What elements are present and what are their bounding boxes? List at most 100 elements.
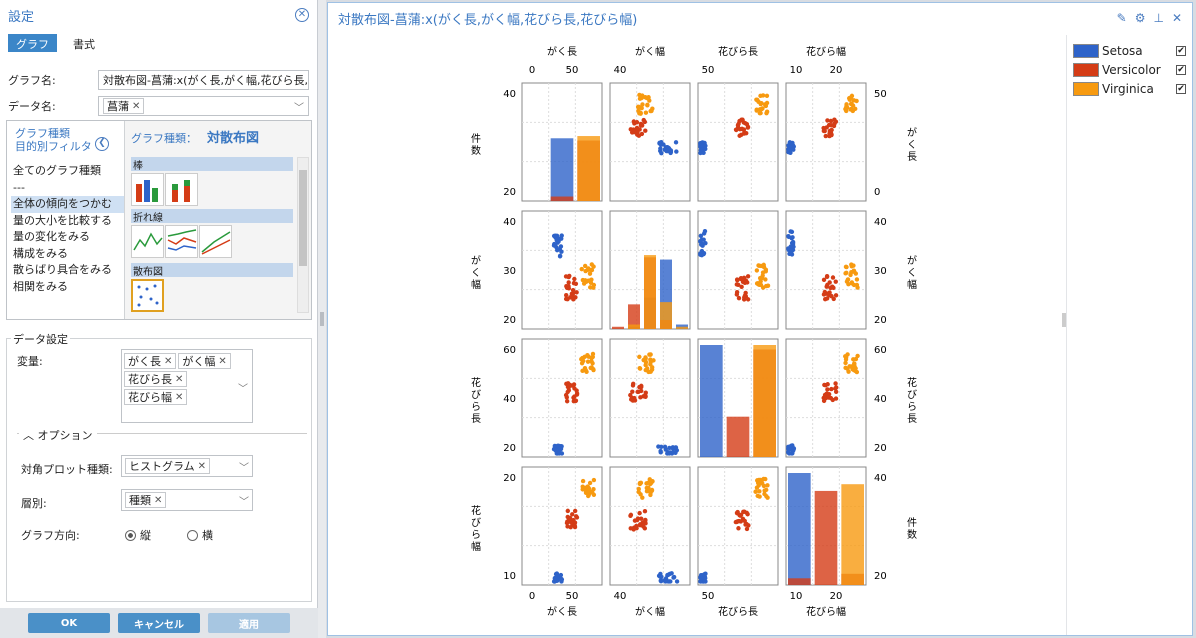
- chip-remove-icon[interactable]: ✕: [175, 391, 184, 403]
- filter-item[interactable]: 構成をみる: [13, 246, 68, 260]
- filter-item[interactable]: 全てのグラフ種類: [13, 164, 101, 177]
- scatter-point: [701, 231, 707, 236]
- scatter-point: [551, 446, 557, 452]
- chip-remove-icon[interactable]: ✕: [175, 373, 184, 385]
- scatter-point: [637, 366, 643, 371]
- tab-format[interactable]: 書式: [73, 38, 95, 51]
- filter-item[interactable]: 散らばり具合をみる: [13, 263, 112, 276]
- strat-select[interactable]: 種類 ✕ ﹀: [121, 489, 253, 511]
- edit-icon[interactable]: ✎: [1116, 11, 1127, 25]
- scatter-point: [761, 476, 766, 482]
- chip-remove-icon[interactable]: ✕: [132, 100, 141, 112]
- chip-remove-icon[interactable]: ✕: [164, 355, 173, 367]
- tab-graph[interactable]: グラフ: [8, 34, 57, 52]
- apply-button[interactable]: 適用: [208, 613, 290, 633]
- scatter-point: [648, 108, 653, 114]
- legend-item[interactable]: Setosa ✔: [1073, 41, 1186, 60]
- ok-button[interactable]: OK: [28, 613, 110, 633]
- chevron-down-icon[interactable]: ﹀: [294, 102, 304, 114]
- chip-remove-icon[interactable]: ✕: [154, 494, 163, 506]
- scatter-point: [564, 283, 569, 289]
- scatter-point: [591, 282, 597, 288]
- gallery-scrollbar[interactable]: [297, 157, 309, 313]
- scatter-matrix-thumb[interactable]: [131, 279, 164, 312]
- direction-horizontal-radio[interactable]: 横: [187, 527, 213, 543]
- scatter-point: [851, 357, 856, 362]
- tick-label: 10: [790, 591, 803, 602]
- direction-vertical-radio[interactable]: 縦: [125, 527, 151, 543]
- chevron-down-icon[interactable]: ﹀: [238, 384, 248, 395]
- chevron-down-icon[interactable]: ﹀: [239, 462, 249, 474]
- bar-chart-thumb[interactable]: [131, 173, 164, 206]
- scatter-point: [735, 519, 740, 524]
- chip-remove-icon[interactable]: ✕: [218, 355, 227, 367]
- options-divider: [17, 433, 307, 434]
- scatter-point: [635, 389, 640, 395]
- variables-select[interactable]: がく長 ✕ がく幅 ✕ 花びら長 ✕ 花びら幅 ✕ ﹀: [121, 349, 253, 423]
- hist-bar: [612, 326, 624, 329]
- scatter-point: [854, 369, 860, 375]
- legend-label: Setosa: [1102, 43, 1143, 58]
- scatter-point: [643, 110, 649, 115]
- stacked-bar-thumb[interactable]: [165, 173, 198, 206]
- scatter-point: [843, 271, 848, 276]
- pin-icon[interactable]: ⊥: [1153, 11, 1164, 25]
- bottom-axis-label: 花びら幅: [806, 605, 846, 618]
- hist-bar: [628, 324, 640, 329]
- filter-item[interactable]: 量の大小を比較する: [13, 213, 112, 227]
- filter-item[interactable]: 相関をみる: [13, 279, 68, 293]
- gallery-title-value: 対散布図: [207, 131, 260, 146]
- scatter-point: [761, 262, 766, 268]
- scatter-point: [832, 117, 837, 122]
- scatter-point: [763, 283, 769, 289]
- filter-title-line2: 目的別フィルタ: [15, 140, 92, 153]
- scatter-point: [738, 276, 744, 281]
- tick-label: 50: [702, 591, 715, 602]
- scatter-point: [587, 480, 593, 486]
- chevron-down-icon[interactable]: ﹀: [239, 496, 249, 508]
- scatter-point: [848, 95, 854, 100]
- scatter-point: [645, 102, 650, 108]
- graph-type-box: グラフ種類 目的別フィルタ ❮ 全てのグラフ種類 --- 全体の傾向をつかむ 量の大小を…: [6, 120, 312, 320]
- legend-splitter[interactable]: [1062, 313, 1066, 327]
- filter-item[interactable]: 全体の傾向をつかむ: [11, 196, 124, 213]
- scatter-point: [587, 271, 593, 276]
- line-thumb-1[interactable]: [131, 225, 164, 258]
- splitter-grip[interactable]: [320, 312, 324, 326]
- cancel-button[interactable]: キャンセル: [118, 613, 200, 633]
- scatter-point: [630, 398, 636, 403]
- tick-label: 30: [874, 266, 887, 277]
- data-name-select[interactable]: 菖蒲 ✕ ﹀: [98, 96, 309, 116]
- options-toggle[interactable]: ︿ オプション: [19, 427, 97, 443]
- chip-remove-icon[interactable]: ✕: [197, 460, 207, 472]
- panel-splitter[interactable]: [318, 0, 326, 638]
- checkbox-checked-icon[interactable]: ✔: [1176, 83, 1186, 94]
- legend-item[interactable]: Versicolor ✔: [1073, 60, 1186, 79]
- line-thumb-2[interactable]: [165, 225, 198, 258]
- scatter-point: [637, 480, 643, 486]
- scatter-point: [698, 252, 703, 257]
- right-axis-label: び: [907, 389, 917, 401]
- graph-name-input[interactable]: 対散布図-菖蒲:x(がく長,がく幅,花びら長,花: [98, 70, 309, 90]
- right-axis-label: が: [907, 254, 917, 267]
- scatter-point: [658, 578, 663, 583]
- top-axis-label: がく長: [547, 45, 577, 58]
- scroll-thumb[interactable]: [299, 170, 307, 266]
- scatter-point: [757, 107, 763, 112]
- scatter-point: [589, 267, 595, 273]
- scatter-point: [552, 243, 557, 248]
- filter-item[interactable]: 量の変化をみる: [13, 230, 90, 243]
- filter-item[interactable]: ---: [13, 180, 25, 194]
- checkbox-checked-icon[interactable]: ✔: [1176, 45, 1186, 56]
- scatter-point: [567, 382, 573, 388]
- tick-label: 20: [830, 65, 843, 76]
- gear-icon[interactable]: ⚙: [1134, 11, 1146, 25]
- close-icon[interactable]: ✕: [295, 8, 309, 22]
- collapse-left-icon[interactable]: ❮: [95, 137, 109, 151]
- diag-select[interactable]: ヒストグラム ✕ ﹀: [121, 455, 253, 477]
- line-thumb-3[interactable]: [199, 225, 232, 258]
- scatter-point: [641, 357, 646, 363]
- legend-item[interactable]: Virginica ✔: [1073, 79, 1186, 98]
- close-icon[interactable]: ✕: [1171, 11, 1182, 25]
- checkbox-checked-icon[interactable]: ✔: [1176, 64, 1186, 75]
